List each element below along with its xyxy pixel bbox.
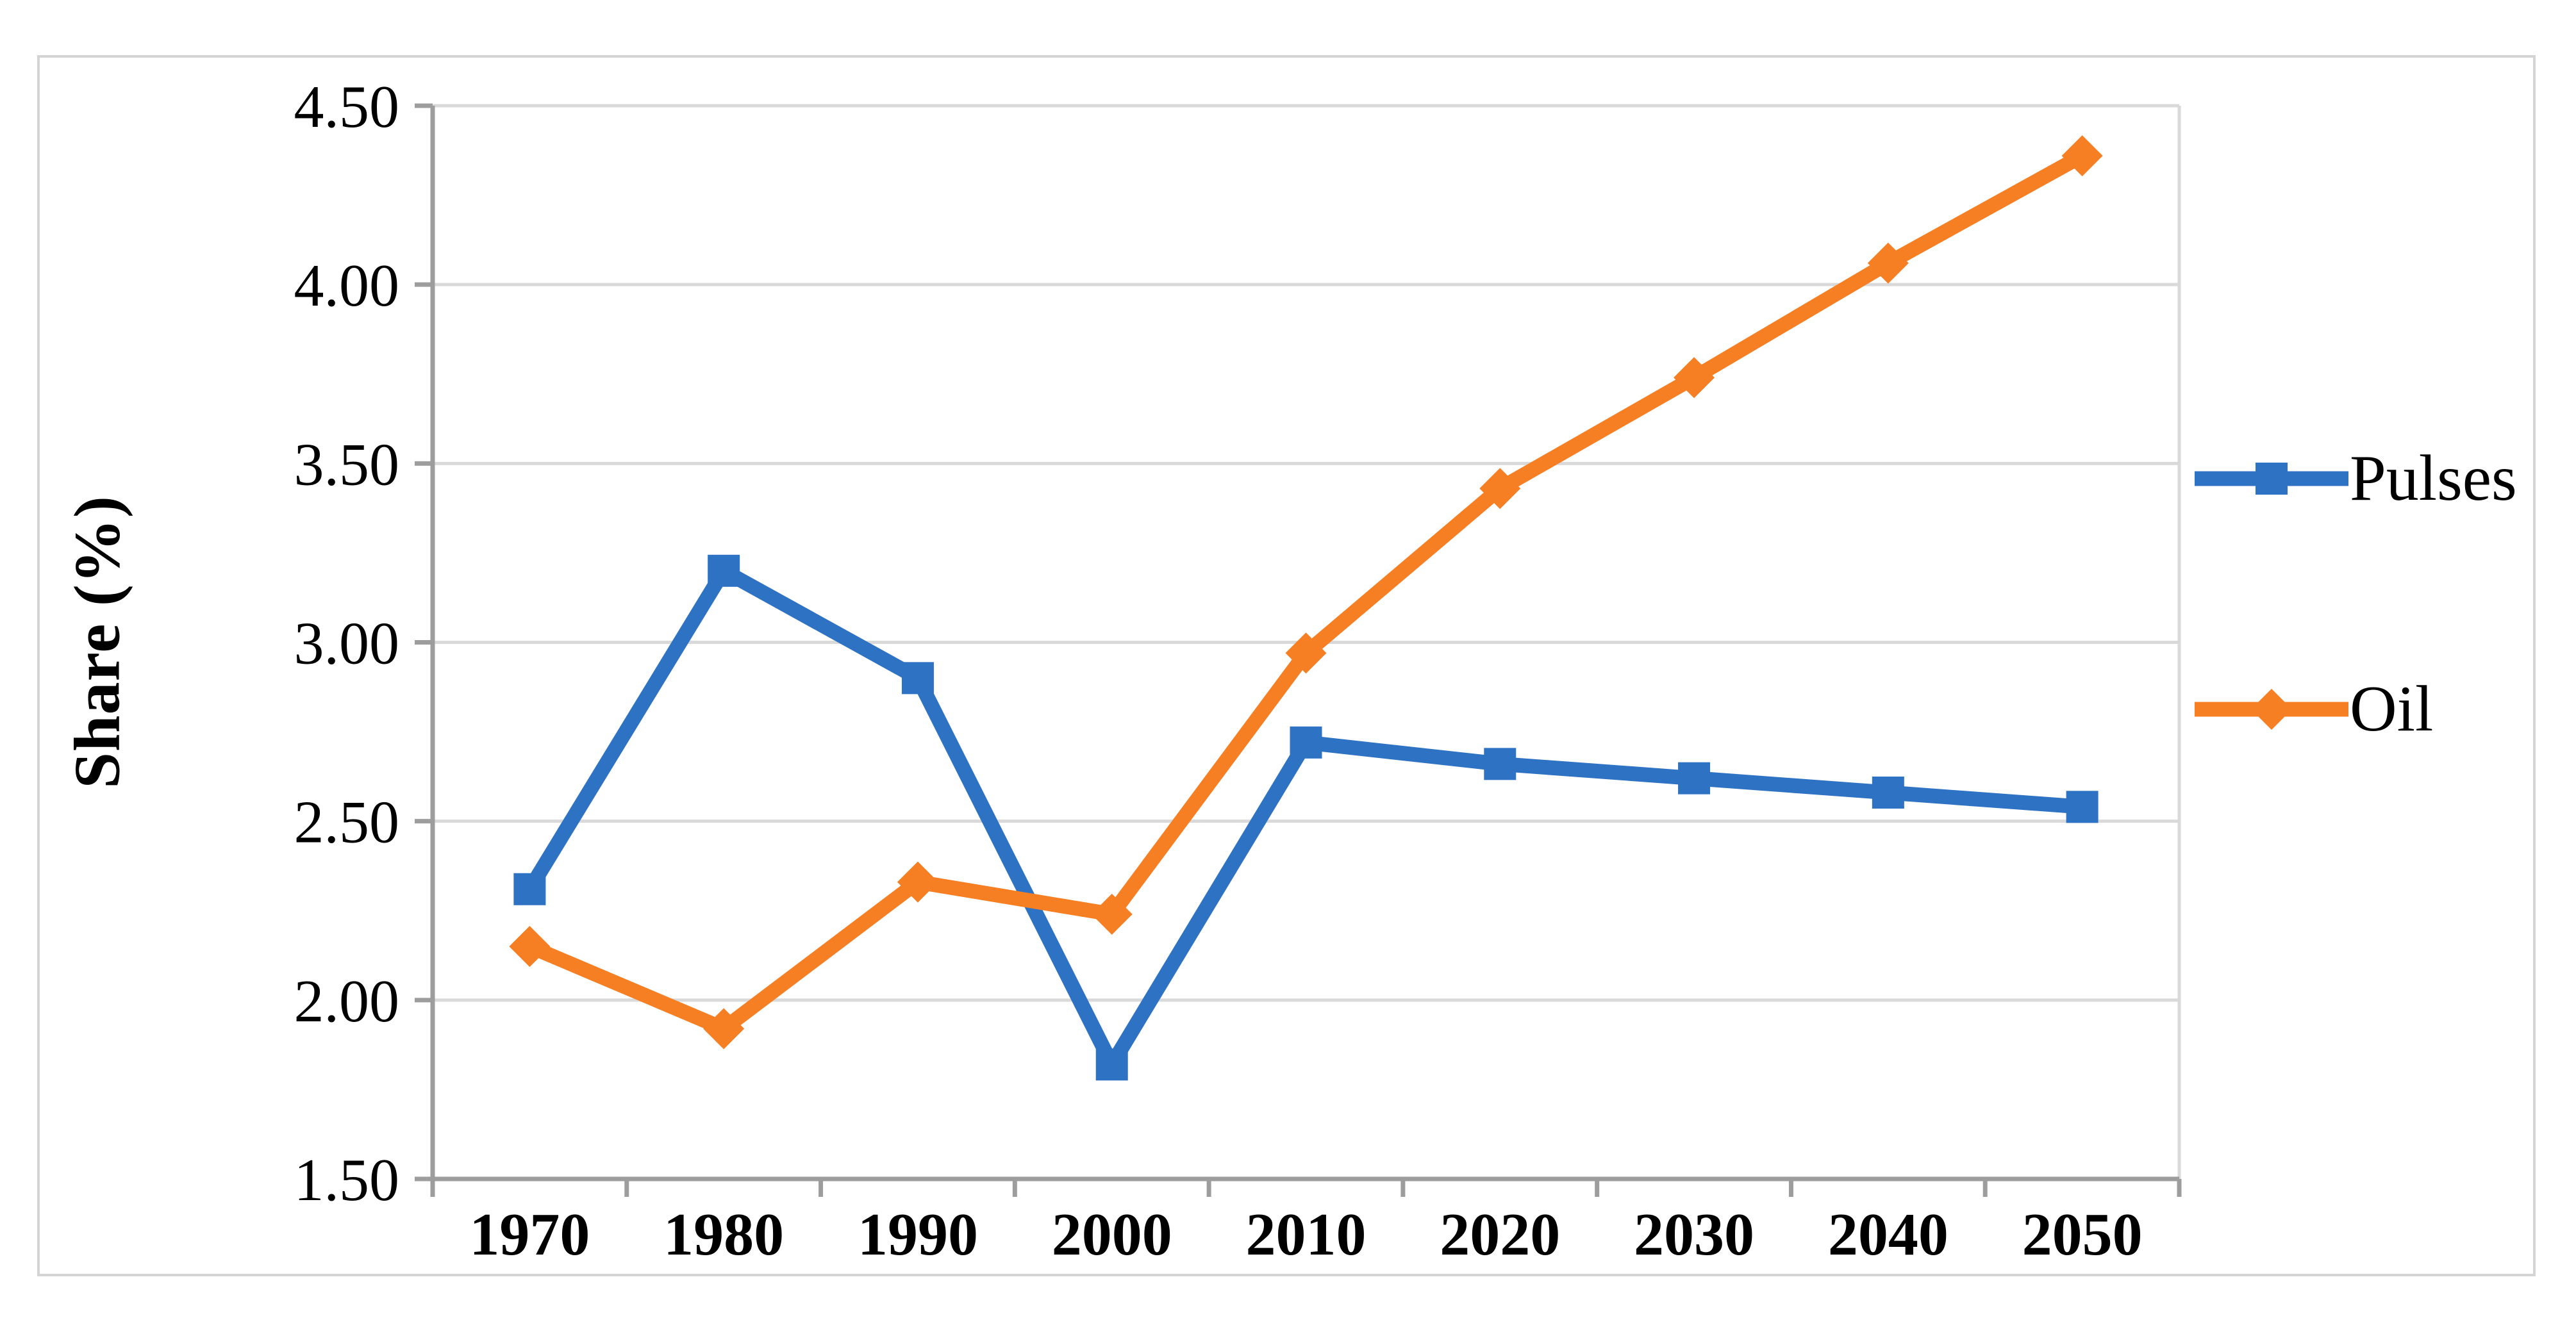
x-tick-label: 1990 — [858, 1201, 978, 1268]
legend-label-oil: Oil — [2350, 673, 2434, 745]
y-tick-label: 2.50 — [294, 789, 400, 856]
y-tick-label: 3.50 — [294, 431, 400, 498]
oil-marker-2000 — [1091, 893, 1133, 935]
y-tick-label: 2.00 — [294, 968, 400, 1035]
legend: Pulses Oil — [2193, 0, 2552, 1334]
pulses-marker-1970 — [513, 873, 546, 905]
pulses-marker-1980 — [708, 554, 740, 587]
y-tick-label: 3.00 — [294, 611, 400, 677]
x-tick-label: 2020 — [1440, 1201, 1560, 1268]
oil-marker-2040 — [1867, 242, 1909, 284]
oil-marker-2050 — [2061, 135, 2103, 177]
y-tick-label: 4.50 — [294, 74, 400, 140]
y-tick-label: 1.50 — [294, 1147, 400, 1214]
x-tick-label: 2030 — [1634, 1201, 1754, 1268]
pulses-line-sample-icon — [2195, 463, 2348, 495]
y-tick-label: 4.00 — [294, 252, 400, 319]
figure-border — [37, 55, 2536, 1276]
oil-marker-2010 — [1285, 632, 1327, 674]
legend-entry-pulses: Pulses — [2193, 439, 2517, 518]
pulses-marker-2050 — [2066, 791, 2098, 823]
pulses-marker-2020 — [1484, 748, 1517, 780]
x-tick-label: 2010 — [1246, 1201, 1367, 1268]
oil-line-sample-icon — [2195, 689, 2348, 730]
x-tick-label: 1970 — [469, 1201, 590, 1268]
oil-marker-1990 — [897, 861, 938, 903]
pulses-marker-2040 — [1872, 777, 1904, 809]
oil-marker-2020 — [1479, 468, 1521, 509]
pulses-marker-2030 — [1678, 762, 1711, 795]
oil-marker-2030 — [1674, 357, 1715, 399]
pulses-marker-1990 — [901, 662, 934, 695]
x-tick-label: 2050 — [2022, 1201, 2143, 1268]
legend-entry-oil: Oil — [2193, 670, 2433, 749]
oil-marker-1980 — [703, 1008, 745, 1050]
pulses-marker-2010 — [1290, 726, 1322, 759]
legend-label-pulses: Pulses — [2350, 442, 2517, 515]
x-tick-label: 1980 — [663, 1201, 784, 1268]
x-tick-label: 2000 — [1052, 1201, 1172, 1268]
oil-marker-1970 — [509, 926, 551, 968]
y-axis-title: Share (%) — [61, 495, 134, 789]
pulses-marker-2000 — [1095, 1048, 1128, 1081]
x-tick-label: 2040 — [1828, 1201, 1949, 1268]
